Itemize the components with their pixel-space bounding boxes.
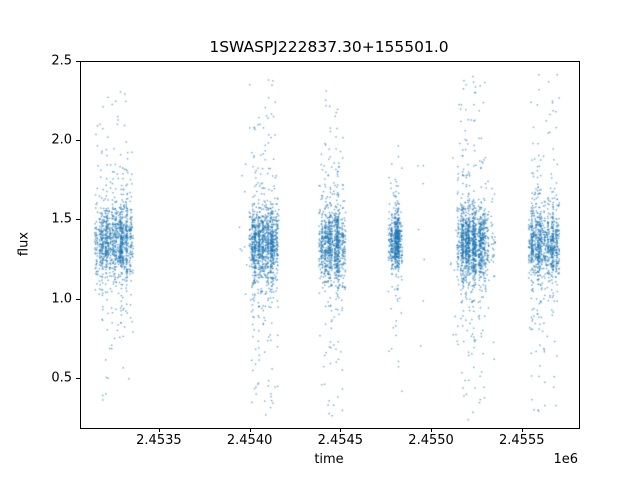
y-tick-mark xyxy=(76,61,80,62)
x-tick-mark xyxy=(521,428,523,432)
x-tick-mark xyxy=(340,428,342,432)
x-tick-label: 2.4550 xyxy=(408,433,454,448)
y-tick-mark xyxy=(76,298,80,300)
plot-area xyxy=(80,61,580,429)
y-tick-mark xyxy=(76,377,80,379)
y-tick-label: 2.0 xyxy=(51,132,72,148)
x-tick-mark xyxy=(158,428,160,432)
y-axis-label: flux xyxy=(16,231,32,257)
x-axis-label: time xyxy=(314,452,344,467)
y-tick-mark xyxy=(76,219,80,221)
x-tick-mark xyxy=(249,428,251,432)
x-tick-label: 2.4555 xyxy=(499,433,545,448)
y-tick-label: 0.5 xyxy=(51,370,72,386)
y-tick-label: 2.5 xyxy=(51,53,72,69)
x-tick-mark xyxy=(431,428,433,432)
scatter-canvas xyxy=(81,62,579,428)
y-tick-label: 1.5 xyxy=(51,211,72,227)
y-tick-label: 1.0 xyxy=(51,291,72,307)
x-tick-label: 2.4545 xyxy=(317,433,364,448)
x-tick-label: 2.4535 xyxy=(136,433,182,448)
x-tick-label: 2.4540 xyxy=(226,433,273,448)
chart-title: 1SWASPJ222837.30+155501.0 xyxy=(209,38,449,56)
y-tick-mark xyxy=(76,140,80,142)
x-axis-offset-label: 1e6 xyxy=(553,452,578,467)
